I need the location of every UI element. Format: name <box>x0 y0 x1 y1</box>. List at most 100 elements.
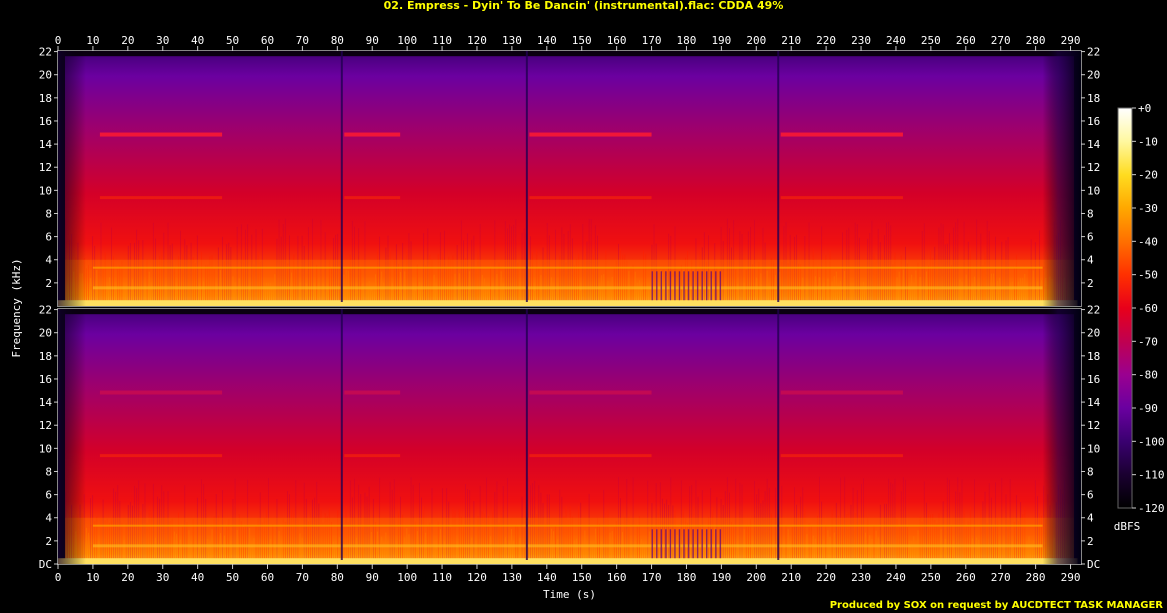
y-tick-label: 10 <box>39 184 52 197</box>
colorbar-label: dBFS <box>1114 520 1141 533</box>
x-tick-label-top: 190 <box>711 34 731 47</box>
y-tick-label-right: 6 <box>1087 231 1094 244</box>
y-tick-label: 6 <box>45 489 52 502</box>
x-tick-label: 10 <box>86 571 99 584</box>
x-tick-label-top: 210 <box>781 34 801 47</box>
credit-text: Produced by SOX on request by AUCDTECT T… <box>829 600 1163 611</box>
x-tick-label: 150 <box>572 571 592 584</box>
y-tick-label-right: 8 <box>1087 207 1094 220</box>
y-tick-label-right: 4 <box>1087 254 1094 267</box>
x-tick-label: 140 <box>537 571 557 584</box>
x-tick-label-top: 280 <box>1026 34 1046 47</box>
y-tick-label-right: 20 <box>1087 69 1100 82</box>
x-tick-label-top: 260 <box>956 34 976 47</box>
x-tick-label: 250 <box>921 571 941 584</box>
y-tick-label: 12 <box>39 161 52 174</box>
y-tick-label-right: 14 <box>1087 396 1101 409</box>
y-tick-label-right: 20 <box>1087 327 1100 340</box>
x-tick-label-top: 110 <box>432 34 452 47</box>
y-tick-label-right: 10 <box>1087 442 1100 455</box>
y-tick-label: 20 <box>39 327 52 340</box>
x-tick-label-top: 180 <box>677 34 697 47</box>
colorbar-tick-label: -40 <box>1138 235 1158 248</box>
x-tick-label-top: 170 <box>642 34 662 47</box>
x-tick-label-top: 0 <box>55 34 62 47</box>
colorbar: +0 -10 -20 -30 -40 -50 -60 -70 -80 -90 -100 -110 -12… <box>1114 102 1165 533</box>
y-tick-label: 12 <box>39 419 52 432</box>
x-axis-label: Time (s) <box>543 588 596 601</box>
y-tick-label: 20 <box>39 69 52 82</box>
y-tick-label: 14 <box>39 396 53 409</box>
x-tick-label: 180 <box>677 571 697 584</box>
y-tick-label-right: 18 <box>1087 92 1100 105</box>
x-tick-label-top: 140 <box>537 34 557 47</box>
x-tick-label: 50 <box>226 571 239 584</box>
spectrogram-panel-2 <box>57 308 1082 565</box>
x-tick-label-top: 20 <box>121 34 134 47</box>
colorbar-tick-label: -90 <box>1138 402 1158 415</box>
x-tick-label: 200 <box>746 571 766 584</box>
x-tick-label-top: 10 <box>86 34 99 47</box>
y-tick-label-right: 18 <box>1087 350 1100 363</box>
y-tick-label-right: 22 <box>1087 304 1100 317</box>
x-tick-label: 260 <box>956 571 976 584</box>
colorbar-tick-label: -60 <box>1138 302 1158 315</box>
x-tick-label-top: 290 <box>1061 34 1081 47</box>
y-tick-label-right: 2 <box>1087 277 1094 290</box>
x-tick-label: 90 <box>366 571 379 584</box>
x-tick-label-top: 90 <box>366 34 379 47</box>
x-tick-label: 0 <box>55 571 62 584</box>
x-tick-label-top: 50 <box>226 34 239 47</box>
colorbar-tick-label: -30 <box>1138 202 1158 215</box>
y-tick-label: 2 <box>45 277 52 290</box>
x-tick-label-top: 60 <box>261 34 274 47</box>
x-tick-label: 80 <box>331 571 344 584</box>
x-tick-label: 220 <box>816 571 836 584</box>
colorbar-tick-label: -120 <box>1138 502 1165 515</box>
y-tick-label-right: 16 <box>1087 115 1100 128</box>
x-tick-label-top: 30 <box>156 34 169 47</box>
x-tick-label-top: 200 <box>746 34 766 47</box>
y-tick-label-right: 4 <box>1087 512 1094 525</box>
x-tick-label-top: 80 <box>331 34 344 47</box>
y-tick-label: DC <box>39 558 52 571</box>
y-tick-label-right: 16 <box>1087 373 1100 386</box>
y-tick-label: 14 <box>39 138 53 151</box>
colorbar-tick-label: +0 <box>1138 102 1151 115</box>
x-tick-label: 130 <box>502 571 522 584</box>
x-tick-label: 240 <box>886 571 906 584</box>
colorbar-tick-label: -100 <box>1138 435 1165 448</box>
y-tick-label: 16 <box>39 373 52 386</box>
x-tick-label-top: 230 <box>851 34 871 47</box>
y-tick-label-right: 22 <box>1087 46 1100 59</box>
x-tick-label: 100 <box>397 571 417 584</box>
y-tick-label: 18 <box>39 350 52 363</box>
spectrogram-panel-1 <box>57 50 1082 307</box>
y-tick-label-right: 2 <box>1087 535 1094 548</box>
x-tick-label-top: 70 <box>296 34 309 47</box>
x-tick-label: 20 <box>121 571 134 584</box>
y-tick-label: 16 <box>39 115 52 128</box>
x-tick-label: 160 <box>607 571 627 584</box>
y-tick-label: 10 <box>39 442 52 455</box>
x-tick-label: 30 <box>156 571 169 584</box>
x-tick-label: 210 <box>781 571 801 584</box>
colorbar-tick-label: -80 <box>1138 369 1158 382</box>
colorbar-tick-label: -10 <box>1138 135 1158 148</box>
x-tick-label-top: 240 <box>886 34 906 47</box>
x-tick-label-top: 40 <box>191 34 204 47</box>
x-tick-label: 190 <box>711 571 731 584</box>
y-tick-label-right: 8 <box>1087 465 1094 478</box>
x-tick-label-top: 160 <box>607 34 627 47</box>
x-tick-label: 70 <box>296 571 309 584</box>
y-tick-label-right: DC <box>1087 558 1100 571</box>
x-tick-label: 60 <box>261 571 274 584</box>
x-tick-label: 290 <box>1061 571 1081 584</box>
colorbar-tick-label: -70 <box>1138 335 1158 348</box>
colorbar-tick-label: -110 <box>1138 469 1165 482</box>
y-tick-label: 22 <box>39 46 52 59</box>
x-tick-label: 40 <box>191 571 204 584</box>
x-tick-label-top: 270 <box>991 34 1011 47</box>
y-tick-label: 22 <box>39 304 52 317</box>
